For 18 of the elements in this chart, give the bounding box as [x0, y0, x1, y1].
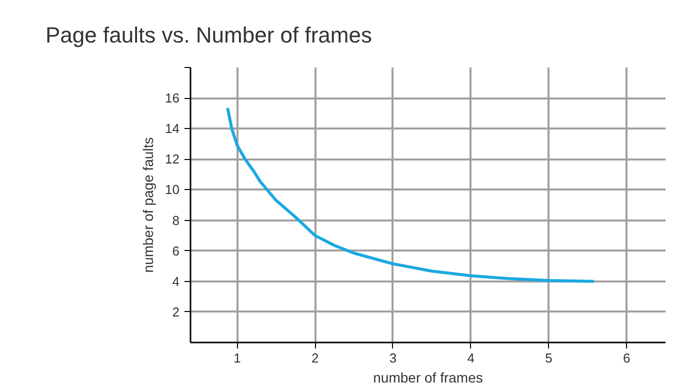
x-tick-label: 5: [545, 350, 552, 366]
y-tick-label: 12: [165, 152, 180, 167]
x-tick-label: 3: [389, 350, 397, 366]
x-tick-label: 1: [234, 350, 241, 366]
y-axis-title: number of page faults: [140, 137, 156, 273]
y-tick-label: 10: [165, 182, 180, 198]
y-tick-label: 16: [165, 90, 180, 106]
chart-title: Page faults vs. Number of frames: [46, 22, 372, 48]
x-tick-label: 2: [311, 350, 319, 366]
y-tick-label: 6: [172, 243, 180, 258]
line-series: [226, 106, 596, 283]
y-tick-label: 14: [165, 121, 180, 136]
y-tick-label: 4: [172, 274, 180, 289]
x-axis-title: number of frames: [373, 370, 483, 386]
x-tick-label: 4: [467, 350, 474, 366]
x-tick-label: 6: [622, 350, 630, 366]
y-tick-label: 2: [172, 304, 180, 320]
y-tick-label: 8: [172, 212, 180, 228]
